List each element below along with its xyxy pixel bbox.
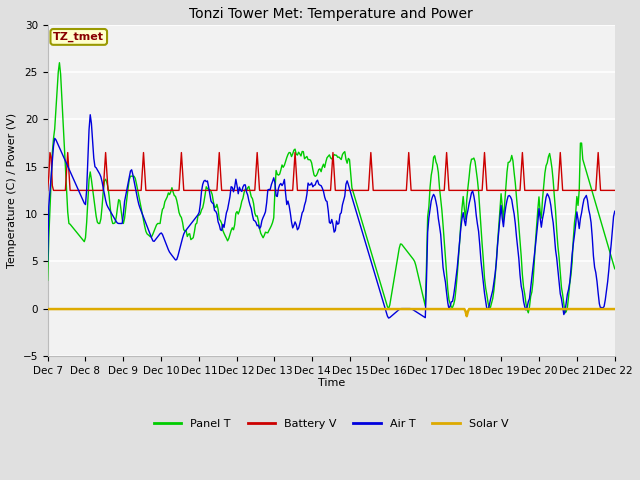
Air T xyxy=(561,309,569,314)
Air T xyxy=(221,217,229,223)
Panel T xyxy=(362,232,370,238)
Panel T xyxy=(390,281,397,287)
Panel T xyxy=(56,60,63,66)
X-axis label: Time: Time xyxy=(317,378,345,388)
Line: Solar V: Solar V xyxy=(47,309,615,316)
Air T xyxy=(284,198,292,204)
Line: Panel T: Panel T xyxy=(47,63,615,313)
Solar V xyxy=(361,306,369,312)
Battery V xyxy=(461,188,469,193)
Battery V xyxy=(44,188,51,193)
Air T xyxy=(86,112,94,118)
Solar V xyxy=(388,306,396,312)
Solar V xyxy=(611,306,619,312)
Title: Tonzi Tower Met: Temperature and Power: Tonzi Tower Met: Temperature and Power xyxy=(189,7,473,21)
Panel T xyxy=(44,277,51,283)
Battery V xyxy=(46,150,54,156)
Panel T xyxy=(560,301,568,307)
Solar V xyxy=(220,306,228,312)
Air T xyxy=(362,242,370,248)
Y-axis label: Temperature (C) / Power (V): Temperature (C) / Power (V) xyxy=(7,113,17,268)
Legend: Panel T, Battery V, Air T, Solar V: Panel T, Battery V, Air T, Solar V xyxy=(149,414,513,433)
Panel T xyxy=(611,266,619,272)
Battery V xyxy=(362,188,370,193)
Panel T xyxy=(561,310,569,316)
Battery V xyxy=(390,188,397,193)
Air T xyxy=(385,315,392,321)
Solar V xyxy=(463,313,470,319)
Solar V xyxy=(560,306,568,312)
Battery V xyxy=(611,188,619,193)
Text: TZ_tmet: TZ_tmet xyxy=(53,32,104,42)
Panel T xyxy=(221,233,229,239)
Solar V xyxy=(44,306,51,312)
Battery V xyxy=(284,188,292,193)
Panel T xyxy=(461,216,469,222)
Panel T xyxy=(284,152,292,157)
Solar V xyxy=(283,306,291,312)
Air T xyxy=(611,208,619,214)
Line: Air T: Air T xyxy=(47,115,615,318)
Line: Battery V: Battery V xyxy=(47,153,615,191)
Battery V xyxy=(221,188,229,193)
Battery V xyxy=(560,188,568,193)
Air T xyxy=(44,258,51,264)
Air T xyxy=(463,213,470,218)
Solar V xyxy=(461,306,468,312)
Air T xyxy=(390,311,398,316)
